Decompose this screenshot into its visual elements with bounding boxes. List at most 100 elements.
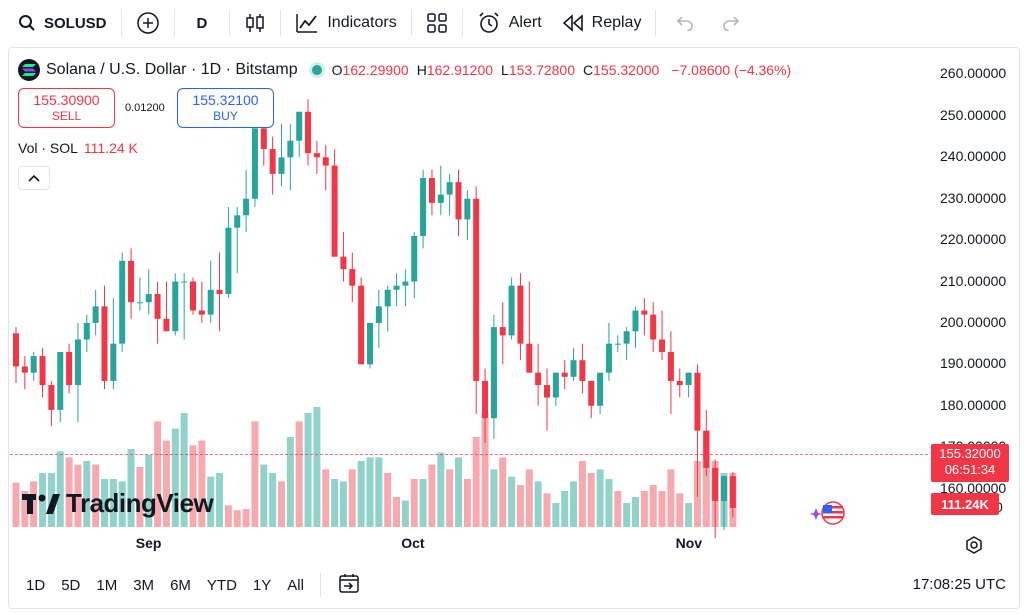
volume-bar [109,479,117,527]
buy-label: BUY [213,109,238,123]
candle-body [482,380,489,419]
replay-button[interactable]: Replay [552,0,652,46]
candle-body [623,331,630,344]
volume-bar [596,469,604,527]
alert-button[interactable]: Alert [467,0,552,46]
candle-body [676,380,683,386]
candle [473,186,480,415]
range-6m-button[interactable]: 6M [170,576,191,594]
candle-body [428,178,435,203]
volume-bar [446,469,454,527]
range-5d-button[interactable]: 5D [61,576,81,594]
volume-bar [74,464,82,527]
range-3m-button[interactable]: 3M [133,576,155,594]
alert-label: Alert [508,14,542,31]
collapse-legend-button[interactable] [18,166,50,190]
symbol-search-button[interactable]: SOLUSD [14,0,117,46]
range-ytd-button[interactable]: YTD [206,576,237,594]
candle-body [225,227,232,294]
candle [269,136,276,195]
volume-bar [339,481,347,527]
candle-body [119,260,126,344]
candle [340,231,347,282]
candle-body [181,281,188,283]
redo-button[interactable] [708,0,756,46]
candle-body [358,285,365,365]
volume-bar [667,469,675,527]
indicators-button[interactable]: Indicators [285,0,406,46]
candle [119,252,126,352]
candle [225,207,232,299]
interval-button[interactable]: D [196,14,208,32]
candle [490,314,497,439]
go-to-date-button[interactable] [329,572,369,598]
candle [48,380,55,427]
candle-body [393,285,400,290]
candle-body [163,318,170,332]
price-tick-label: 180.00000 [940,396,1007,413]
candle-body [243,198,250,216]
candle-body [446,182,453,195]
candle [570,347,577,381]
candle [552,372,559,406]
candle [393,273,400,307]
candle-body [703,430,710,468]
chart-pane[interactable] [8,47,1020,609]
layouts-button[interactable] [416,0,458,46]
last-volume-tag: 111.24K [931,493,999,515]
volume-bar [640,491,648,527]
high-value: 162.91200 [426,62,494,78]
volume-bar [401,500,409,527]
candle [322,144,329,191]
candle-body [411,235,418,282]
toolbar-divider [461,10,463,36]
chart-type-button[interactable] [234,0,276,46]
price-tick-label: 260.00000 [940,65,1007,82]
toolbar-divider [229,10,231,36]
volume-legend[interactable]: Vol · SOL 111.24 K [18,140,138,156]
candle-body [597,372,604,406]
candle-body [614,343,621,345]
candle-body [74,339,81,386]
price-tick-label: 240.00000 [940,148,1007,165]
us-flag-icon[interactable] [808,500,846,526]
volume-bar [278,481,285,527]
sell-label: SELL [51,109,82,123]
candle [384,285,391,332]
bottom-divider [319,573,321,597]
range-all-button[interactable]: All [287,576,304,594]
volume-bar [578,461,586,527]
range-1y-button[interactable]: 1Y [252,576,272,594]
candle [367,322,373,369]
candle-body [198,310,205,315]
candle [296,111,303,158]
candle [172,273,179,336]
high-key: H [416,62,427,78]
candle [729,472,736,518]
candle-body [83,322,90,340]
candle-body [552,372,559,398]
candle [21,356,28,390]
utc-clock[interactable]: 17:08:25 UTC [912,576,1006,593]
candle [685,372,692,398]
symbol-legend[interactable]: Solana / U.S. Dollar · 1D · Bitstamp O16… [18,58,791,82]
sell-price: 155.30900 [33,92,100,108]
grid-icon [426,13,447,33]
volume-bar [393,497,401,527]
sell-button[interactable]: 155.30900 SELL [18,88,115,128]
candle-body [437,194,444,203]
candle-body [499,327,506,336]
candle-body [544,385,550,398]
undo-button[interactable] [660,0,708,46]
buy-button[interactable]: 155.32100 BUY [177,88,274,128]
tradingview-mark-icon [22,493,60,514]
volume-bar [180,413,188,527]
compare-symbol-button[interactable] [126,0,170,46]
range-1m-button[interactable]: 1M [96,576,118,594]
candle-body [57,351,64,410]
settings-icon[interactable] [964,535,984,555]
volume-bar [118,481,126,527]
tradingview-logo[interactable]: TradingView [22,488,214,519]
range-1d-button[interactable]: 1D [26,576,46,594]
